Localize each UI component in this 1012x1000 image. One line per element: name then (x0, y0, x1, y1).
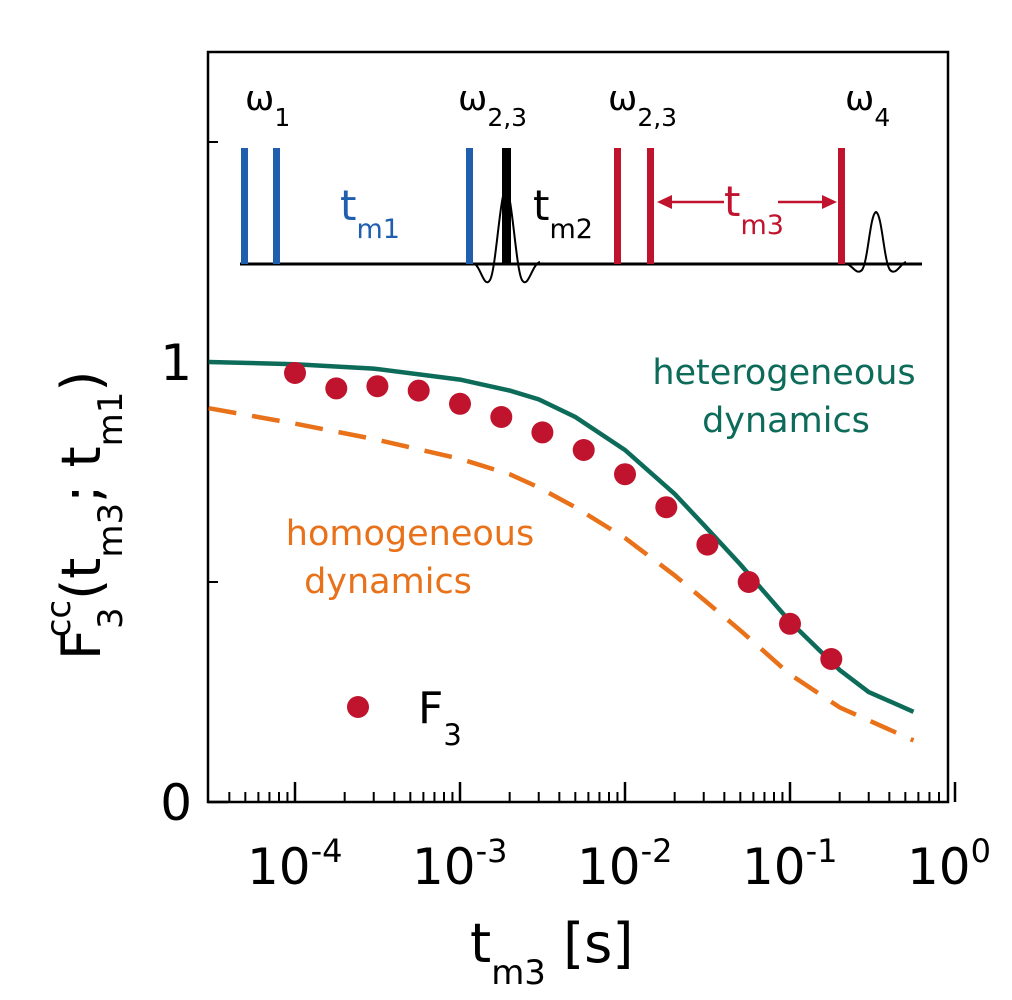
label-w1: ω1 (245, 79, 290, 132)
f3-point-3 (407, 379, 430, 402)
f3-point-9 (655, 496, 678, 519)
tm3-arrow-left-head (657, 195, 672, 209)
y-axis-title: F3cc(tm3; tm1) (39, 371, 131, 660)
pulse-w1-b (273, 148, 280, 264)
f3-point-6 (531, 421, 554, 444)
label-w4: ω4 (845, 79, 890, 132)
f3-point-10 (696, 533, 719, 556)
f3-point-13 (820, 648, 843, 670)
pulse-w23-a (466, 148, 473, 264)
x-tick-label-1: 10-3 (412, 832, 508, 896)
f3-point-1 (325, 377, 348, 400)
pulse-sequence-inset: ω1 ω2,3 ω2,3 ω4 tm1 tm2 tm3 (240, 79, 922, 284)
x-tick-label-0: 10-4 (247, 832, 343, 896)
hetero-annotation-line1: heterogeneous (652, 353, 915, 393)
f3-point-5 (490, 406, 513, 428)
x-axis-title: tm3 [s] (470, 912, 633, 993)
y-tick-label-0: 0 (160, 774, 192, 832)
y-tick-label-1: 1 (160, 334, 192, 392)
legend-marker (347, 696, 369, 718)
label-tm3: tm3 (724, 177, 784, 241)
f3-point-8 (614, 463, 636, 486)
f3-points (284, 362, 843, 670)
pulse-w4 (838, 148, 845, 264)
echo-wave-2 (845, 210, 907, 273)
x-tick-label-2: 10-2 (577, 832, 673, 896)
x-tick-label-4: 100 (907, 832, 991, 896)
pulse-w23-c (614, 148, 621, 264)
f3-point-7 (572, 439, 595, 461)
x-tick-label-3: 10-1 (742, 832, 838, 896)
pulse-w1-a (241, 148, 248, 264)
label-tm1: tm1 (340, 181, 400, 245)
f3-point-4 (449, 392, 471, 415)
plot-frame (206, 50, 950, 804)
label-w23-first: ω2,3 (458, 79, 527, 132)
f3-point-12 (779, 612, 801, 635)
label-w23-second: ω2,3 (608, 79, 677, 132)
homo-annotation-line2: dynamics (304, 562, 472, 602)
pulse-w23-b (502, 148, 511, 264)
axis-tick-labels: 10-4 10-3 10-2 10-1 100 0 1 (160, 334, 991, 896)
homogeneous-dynamics-curve (208, 405, 915, 743)
legend-label: F3 (418, 683, 462, 752)
tm3-arrow-right-head (822, 195, 837, 209)
echo-wave-1 (473, 186, 541, 284)
label-tm2: tm2 (533, 181, 593, 245)
f3-point-11 (737, 571, 760, 593)
pulse-w23-d (647, 148, 654, 264)
hetero-annotation-line2: dynamics (702, 401, 870, 441)
f3-point-2 (366, 375, 389, 398)
homo-annotation-line1: homogeneous (286, 514, 534, 554)
f3-point-0 (284, 362, 306, 384)
